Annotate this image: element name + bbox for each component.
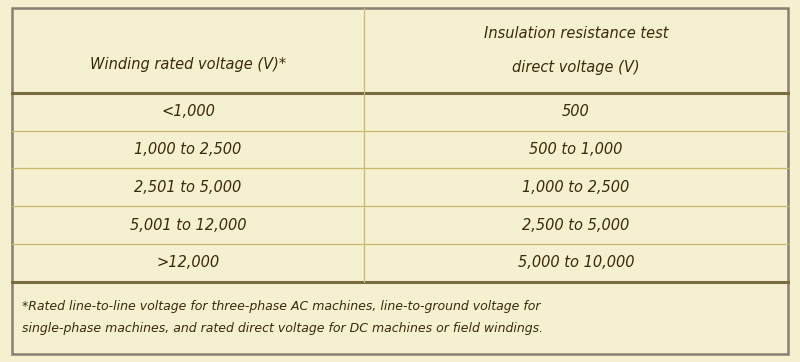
Text: direct voltage (V): direct voltage (V) (512, 60, 640, 75)
Text: <1,000: <1,000 (161, 104, 215, 119)
Text: 1,000 to 2,500: 1,000 to 2,500 (522, 180, 630, 195)
Text: >12,000: >12,000 (157, 255, 219, 270)
Text: *Rated line-to-line voltage for three-phase AC machines, line-to-ground voltage : *Rated line-to-line voltage for three-ph… (22, 300, 540, 313)
Text: 1,000 to 2,500: 1,000 to 2,500 (134, 142, 242, 157)
Text: 500 to 1,000: 500 to 1,000 (530, 142, 622, 157)
Text: 500: 500 (562, 104, 590, 119)
Text: 5,000 to 10,000: 5,000 to 10,000 (518, 255, 634, 270)
Text: 5,001 to 12,000: 5,001 to 12,000 (130, 218, 246, 232)
Text: 2,501 to 5,000: 2,501 to 5,000 (134, 180, 242, 195)
Text: Insulation resistance test: Insulation resistance test (484, 26, 668, 41)
Text: single-phase machines, and rated direct voltage for DC machines or field winding: single-phase machines, and rated direct … (22, 322, 542, 335)
Text: Winding rated voltage (V)*: Winding rated voltage (V)* (90, 58, 286, 72)
Text: 2,500 to 5,000: 2,500 to 5,000 (522, 218, 630, 232)
